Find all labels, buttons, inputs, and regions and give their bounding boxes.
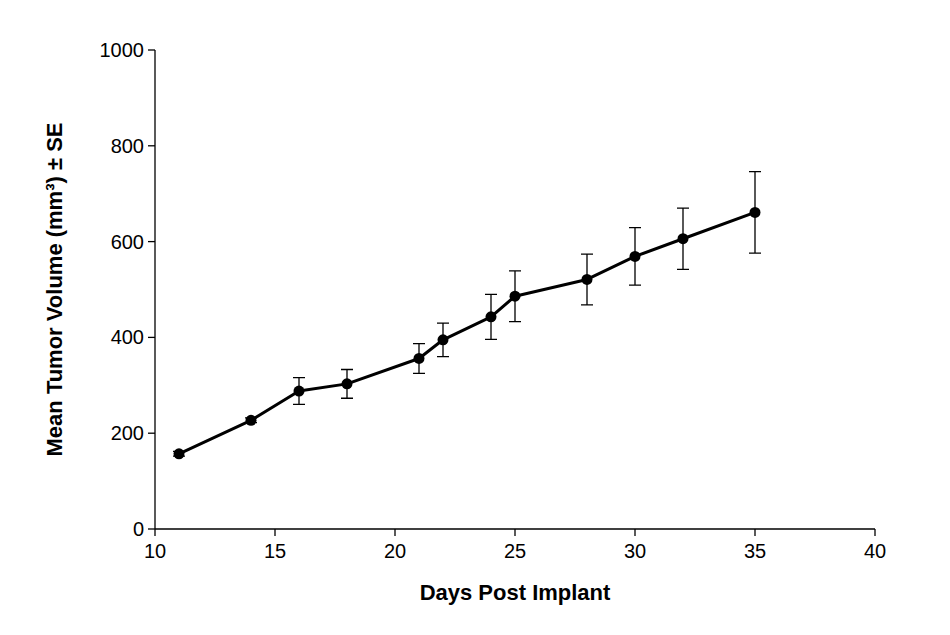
marker xyxy=(486,311,497,322)
x-tick-label: 20 xyxy=(384,540,406,562)
y-tick xyxy=(148,433,155,434)
error-bar xyxy=(749,172,761,253)
error-bar xyxy=(677,208,689,269)
marker xyxy=(246,415,257,426)
marker xyxy=(630,251,641,262)
x-tick xyxy=(154,529,155,536)
y-tick-label: 1000 xyxy=(100,39,145,61)
x-tick-label: 25 xyxy=(504,540,526,562)
x-tick-label: 40 xyxy=(864,540,886,562)
error-bar xyxy=(437,323,449,357)
x-tick xyxy=(274,529,275,536)
marker xyxy=(582,274,593,285)
x-tick-label: 15 xyxy=(264,540,286,562)
error-bar xyxy=(509,271,521,322)
marker xyxy=(174,448,185,459)
marker xyxy=(414,353,425,364)
marker xyxy=(438,334,449,345)
x-tick-label: 35 xyxy=(744,540,766,562)
marker xyxy=(510,291,521,302)
x-tick xyxy=(394,529,395,536)
y-tick-label: 800 xyxy=(111,135,144,157)
y-tick-label: 400 xyxy=(111,326,144,348)
error-bar xyxy=(485,294,497,339)
x-tick-label: 30 xyxy=(624,540,646,562)
x-tick xyxy=(754,529,755,536)
x-tick xyxy=(874,529,875,536)
error-bar xyxy=(581,254,593,305)
marker xyxy=(678,233,689,244)
y-tick xyxy=(148,528,155,529)
y-tick xyxy=(148,49,155,50)
x-tick xyxy=(634,529,635,536)
y-axis xyxy=(154,50,155,529)
y-tick-label: 0 xyxy=(133,518,144,540)
y-tick xyxy=(148,145,155,146)
y-tick-label: 200 xyxy=(111,422,144,444)
x-tick-label: 10 xyxy=(144,540,166,562)
y-axis-label: Mean Tumor Volume (mm³) ± SE xyxy=(42,123,67,457)
chart: 1015202530354002004006008001000Days Post… xyxy=(0,0,950,635)
error-bar xyxy=(341,369,353,398)
y-tick-label: 600 xyxy=(111,231,144,253)
marker xyxy=(342,378,353,389)
marker xyxy=(294,386,305,397)
plot-area xyxy=(173,172,761,460)
marker xyxy=(750,207,761,218)
error-bar xyxy=(413,344,425,374)
x-axis-label: Days Post Implant xyxy=(420,580,611,605)
y-tick xyxy=(148,241,155,242)
series-line xyxy=(179,212,755,453)
error-bar xyxy=(293,378,305,405)
y-tick xyxy=(148,337,155,338)
error-bar xyxy=(629,228,641,285)
x-tick xyxy=(514,529,515,536)
